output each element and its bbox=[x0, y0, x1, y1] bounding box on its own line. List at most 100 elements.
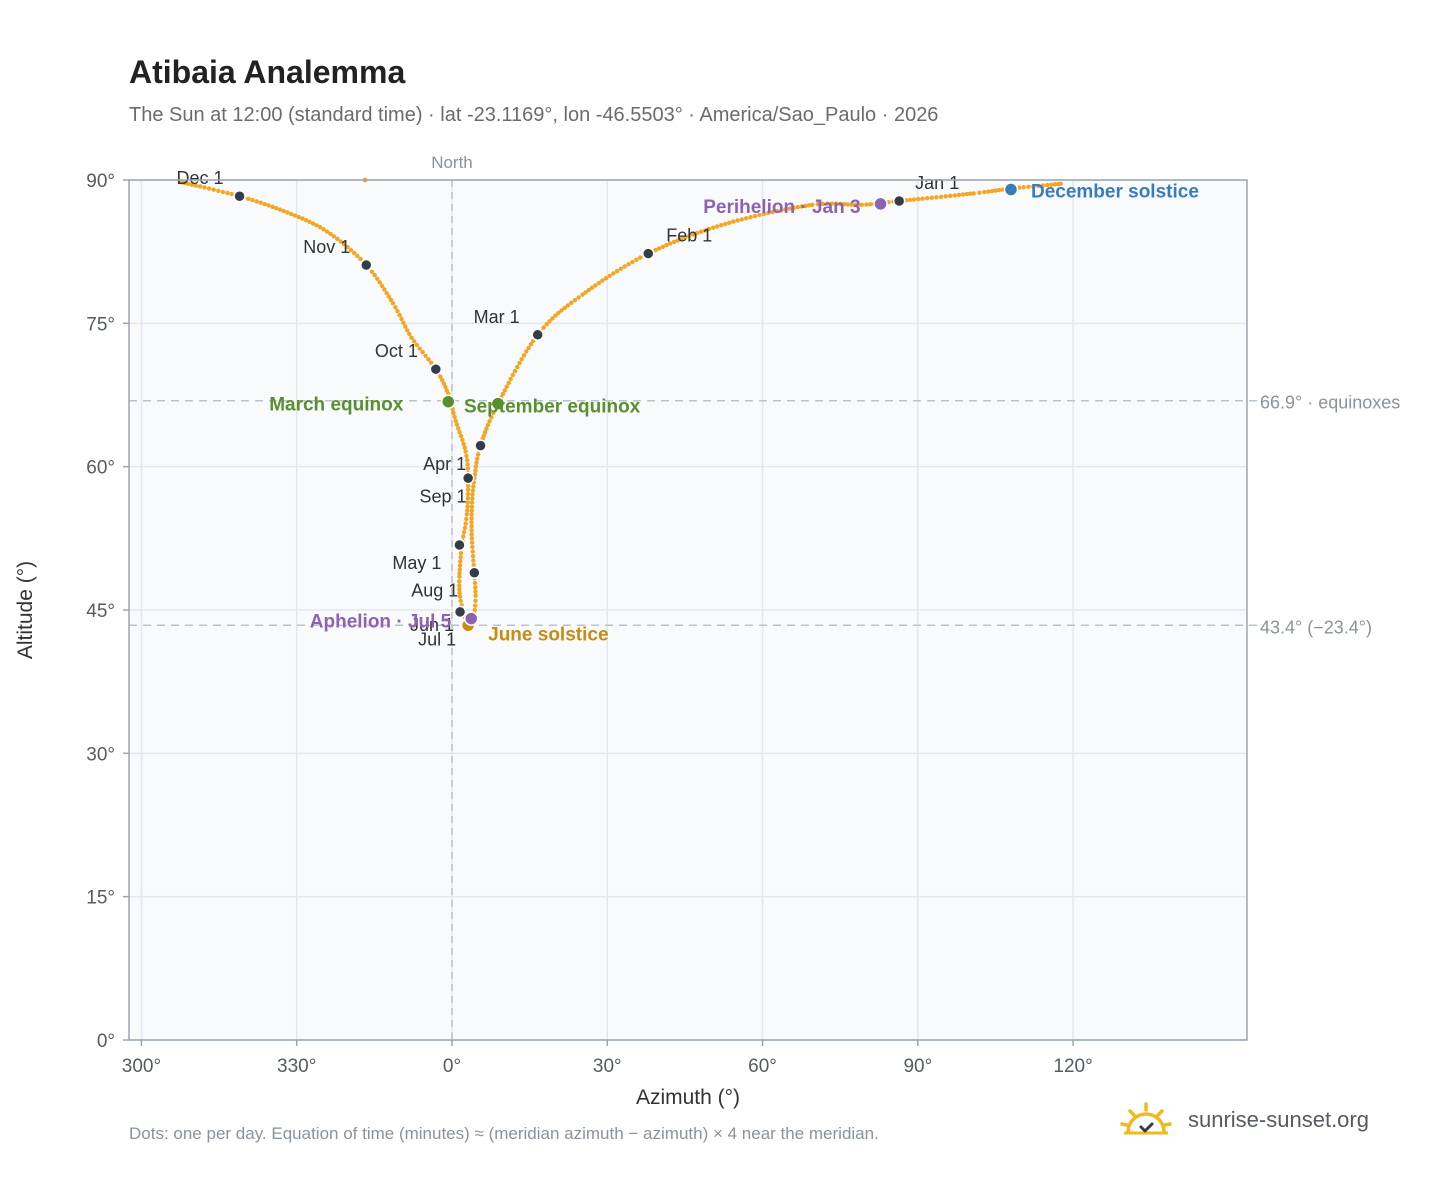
day-dot bbox=[1031, 184, 1036, 189]
month-dot bbox=[429, 362, 443, 376]
day-dot bbox=[453, 418, 458, 423]
day-dot bbox=[475, 456, 480, 461]
x-tick-label: 60° bbox=[748, 1056, 777, 1077]
day-dot bbox=[710, 225, 716, 230]
day-dot bbox=[397, 312, 402, 318]
day-dot bbox=[472, 472, 478, 477]
month-dot bbox=[892, 194, 906, 208]
day-dot bbox=[469, 500, 475, 505]
y-tick-label: 60° bbox=[86, 458, 115, 479]
day-dot bbox=[517, 360, 522, 366]
day-dot bbox=[289, 211, 294, 217]
day-dot bbox=[456, 426, 461, 431]
day-dot bbox=[475, 452, 481, 457]
day-dot bbox=[864, 202, 869, 207]
day-dot bbox=[451, 410, 456, 415]
day-dot bbox=[458, 433, 464, 439]
day-dot bbox=[971, 191, 976, 196]
day-dot bbox=[593, 283, 598, 288]
day-dot bbox=[508, 376, 513, 382]
month-label: Jan 1 bbox=[915, 173, 959, 193]
day-dot bbox=[426, 357, 431, 362]
day-dot bbox=[355, 253, 360, 259]
day-dot bbox=[766, 210, 771, 216]
day-dot bbox=[469, 540, 475, 545]
day-dot bbox=[457, 583, 462, 588]
day-dot bbox=[739, 217, 744, 222]
event-label: March equinox bbox=[269, 395, 404, 416]
day-dot bbox=[907, 197, 913, 203]
day-dot bbox=[457, 571, 462, 576]
day-dot bbox=[473, 598, 478, 603]
day-dot bbox=[580, 292, 585, 297]
day-dot bbox=[731, 219, 736, 224]
day-dot bbox=[473, 585, 478, 590]
day-dot bbox=[484, 426, 489, 431]
day-dot bbox=[324, 229, 330, 234]
day-dot bbox=[683, 235, 688, 240]
day-dot bbox=[438, 374, 443, 379]
day-dot bbox=[849, 202, 854, 207]
day-dot bbox=[443, 384, 448, 390]
day-dot bbox=[331, 234, 336, 239]
day-dot bbox=[500, 391, 506, 397]
day-dot bbox=[748, 215, 753, 220]
day-dot bbox=[1026, 184, 1031, 189]
event-label: Aphelion · Jul 5 bbox=[310, 612, 452, 633]
y-tick-label: 90° bbox=[86, 171, 115, 192]
day-dot bbox=[770, 209, 775, 215]
day-dot bbox=[526, 345, 531, 351]
x-tick-label: 300° bbox=[122, 1056, 161, 1077]
day-dot bbox=[465, 487, 471, 492]
day-dot bbox=[638, 255, 643, 260]
month-dot bbox=[453, 605, 467, 619]
day-dot bbox=[321, 227, 326, 232]
day-dot bbox=[469, 512, 474, 517]
event-dot bbox=[441, 394, 456, 409]
day-dot bbox=[420, 350, 425, 355]
day-dot bbox=[470, 544, 475, 550]
day-dot bbox=[390, 301, 396, 306]
day-dot bbox=[506, 380, 511, 386]
day-dot bbox=[469, 504, 475, 509]
reference-label: 43.4° (−23.4°) bbox=[1260, 617, 1372, 637]
day-dot bbox=[691, 232, 696, 237]
day-dot bbox=[470, 549, 475, 554]
brand[interactable]: sunrise-sunset.org bbox=[1120, 1102, 1369, 1138]
event-label: Perihelion · Jan 3 bbox=[703, 197, 860, 218]
day-dot bbox=[460, 437, 465, 443]
day-dot bbox=[395, 309, 400, 314]
day-dot bbox=[743, 216, 749, 221]
day-dot bbox=[338, 239, 343, 244]
y-tick-label: 75° bbox=[86, 314, 115, 335]
day-dot bbox=[471, 558, 476, 563]
event-label: December solstice bbox=[1031, 182, 1199, 203]
day-dot bbox=[300, 216, 305, 221]
day-dot bbox=[457, 579, 462, 584]
day-dot bbox=[787, 206, 792, 211]
day-dot bbox=[296, 214, 301, 220]
day-dot bbox=[345, 244, 350, 250]
reference-label: 66.9° · equinoxes bbox=[1260, 393, 1400, 413]
day-dot bbox=[464, 512, 470, 517]
day-dot bbox=[675, 238, 680, 243]
day-dot bbox=[541, 325, 546, 330]
day-dot bbox=[583, 290, 588, 295]
day-dot bbox=[229, 191, 234, 197]
day-dot bbox=[600, 278, 605, 283]
day-dot bbox=[779, 208, 784, 213]
day-dot bbox=[369, 269, 375, 274]
day-dot bbox=[656, 246, 662, 251]
day-dot bbox=[634, 257, 639, 262]
day-dot bbox=[246, 196, 251, 201]
day-dot bbox=[473, 464, 479, 469]
day-dot bbox=[303, 218, 309, 223]
day-dot bbox=[791, 205, 797, 210]
day-dot bbox=[504, 384, 509, 389]
month-label: Jun 1 bbox=[410, 615, 454, 635]
day-dot bbox=[562, 305, 567, 311]
day-dot bbox=[982, 189, 987, 195]
day-dot bbox=[384, 290, 389, 296]
day-dot bbox=[925, 196, 930, 201]
day-dot bbox=[317, 225, 323, 230]
